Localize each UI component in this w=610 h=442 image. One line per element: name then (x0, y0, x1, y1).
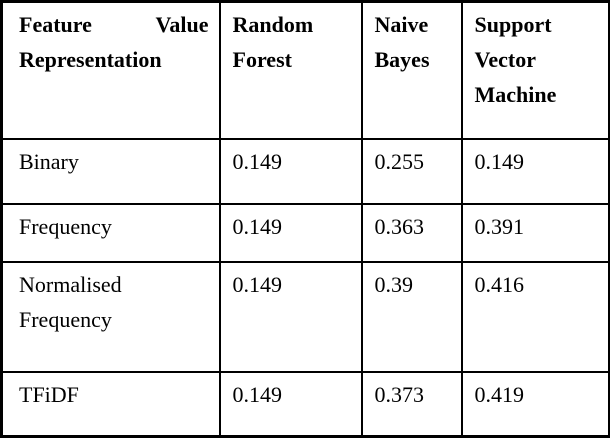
row-label: Normalised Frequency (0, 260, 221, 373)
cell-value: 0.39 (360, 260, 463, 373)
column-header-random-forest: Random Forest (218, 0, 363, 140)
cell-value: 0.419 (460, 370, 610, 438)
cell-value: 0.255 (360, 137, 463, 205)
cell-value: 0.149 (218, 370, 363, 438)
table-row-normalised-frequency: Normalised Frequency 0.149 0.39 0.416 (0, 260, 610, 373)
cell-value: 0.373 (360, 370, 463, 438)
cell-value: 0.149 (218, 202, 363, 263)
header-line-2: Representation (19, 47, 162, 72)
cell-value: 0.363 (360, 202, 463, 263)
cell-value: 0.149 (460, 137, 610, 205)
header-word-value: Value (155, 12, 209, 37)
table-row-frequency: Frequency 0.149 0.363 0.391 (0, 202, 610, 263)
row-label: Binary (0, 137, 221, 205)
cell-value: 0.149 (218, 137, 363, 205)
cell-value: 0.391 (460, 202, 610, 263)
cell-value: 0.149 (218, 260, 363, 373)
table-row-binary: Binary 0.149 0.255 0.149 (0, 137, 610, 205)
header-row: Feature Value Representation Random Fore… (0, 0, 610, 140)
column-header-support-vector-machine: Support Vector Machine (460, 0, 610, 140)
row-label: Frequency (0, 202, 221, 263)
header-line-1: Feature Value (19, 7, 211, 42)
header-word-feature: Feature (19, 12, 92, 37)
row-label: TFiDF (0, 370, 221, 438)
table-body: Binary 0.149 0.255 0.149 Frequency 0.149… (0, 137, 610, 438)
table-row-tfidf: TFiDF 0.149 0.373 0.419 (0, 370, 610, 438)
table-header: Feature Value Representation Random Fore… (0, 0, 610, 140)
column-header-naive-bayes: Naive Bayes (360, 0, 463, 140)
column-header-feature-value-representation: Feature Value Representation (0, 0, 221, 140)
cell-value: 0.416 (460, 260, 610, 373)
